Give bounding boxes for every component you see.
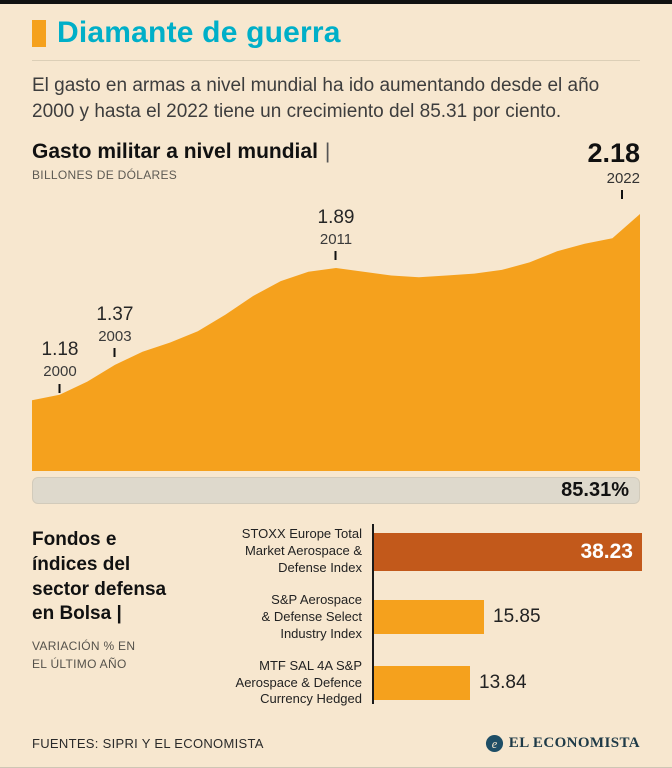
svg-text:e: e: [492, 737, 498, 751]
bar-row: S&P Aerospace & Defense Select Industry …: [214, 592, 642, 643]
sources-text: FUENTES: SIPRI Y EL ECONOMISTA: [32, 736, 264, 751]
area-chart-title: Gasto militar a nivel mundial |: [32, 140, 330, 164]
bar-value: 15.85: [493, 606, 541, 628]
military-spending-section: Gasto militar a nivel mundial | BILLONES …: [32, 138, 640, 505]
brand-name: EL ECONOMISTA: [508, 735, 640, 751]
content: Diamante de guerra El gasto en armas a n…: [0, 4, 672, 767]
chart-annotation: 1.37 2003: [96, 304, 133, 358]
bar-label: S&P Aerospace & Defense Select Industry …: [261, 591, 362, 641]
growth-bar: 85.31%: [32, 477, 640, 505]
latest-year: 2022: [606, 170, 640, 188]
defense-bar-1: [372, 600, 484, 635]
defense-funds-section: Fondos e índices del sector defensa en B…: [32, 524, 642, 708]
header-divider: [32, 60, 640, 61]
header: Diamante de guerra: [32, 16, 640, 50]
bar-label: STOXX Europe Total Market Aerospace & De…: [241, 526, 362, 576]
latest-value-callout: 2.18 2022: [587, 138, 640, 200]
chart-annotation: 1.18 2000: [42, 339, 78, 393]
defense-bars: STOXX Europe Total Market Aerospace & De…: [214, 524, 642, 708]
title-pipe: |: [324, 140, 331, 164]
el-economista-logo-icon: e: [485, 734, 503, 753]
page-title: Diamante de guerra: [57, 16, 341, 49]
intro-text: El gasto en armas a nivel mundial ha ido…: [32, 75, 600, 122]
funds-heading: Fondos e índices del sector defensa en B…: [32, 524, 214, 708]
bar-label: MTF SAL 4A S&P Aerospace & Defence Curre…: [235, 657, 362, 707]
area-chart: 1.18 2000 1.37 2003 1.89 2011: [32, 201, 640, 472]
bar-value: 13.84: [479, 671, 527, 693]
area-polygon: [32, 214, 640, 472]
defense-bar-0: 38.23: [372, 532, 642, 571]
area-chart-svg: [32, 214, 640, 472]
funds-title: Fondos e índices del sector defensa en B…: [32, 529, 167, 625]
bar-value: 38.23: [580, 539, 633, 563]
latest-tick: [621, 190, 623, 200]
chart-annotation: 1.89 2011: [318, 207, 354, 261]
defense-bar-2: [372, 665, 470, 700]
area-chart-header: Gasto militar a nivel mundial | BILLONES …: [32, 138, 640, 200]
area-chart-units: BILLONES DE DÓLARES: [32, 168, 178, 183]
area-chart-title-text: Gasto militar a nivel mundial: [32, 140, 318, 164]
footer: FUENTES: SIPRI Y EL ECONOMISTA e EL ECON…: [32, 724, 640, 767]
latest-value: 2.18: [587, 138, 640, 169]
growth-label: 85.31%: [561, 479, 629, 502]
bar-axis-line: [372, 524, 374, 705]
funds-subtitle: VARIACIÓN % EN EL ÚLTIMO AÑO: [32, 639, 136, 672]
top-border: [0, 0, 672, 4]
title-marker: [32, 19, 46, 47]
bar-row: STOXX Europe Total Market Aerospace & De…: [214, 526, 642, 577]
brand: e EL ECONOMISTA: [485, 734, 640, 753]
bar-row: MTF SAL 4A S&P Aerospace & Defence Curre…: [214, 658, 642, 709]
